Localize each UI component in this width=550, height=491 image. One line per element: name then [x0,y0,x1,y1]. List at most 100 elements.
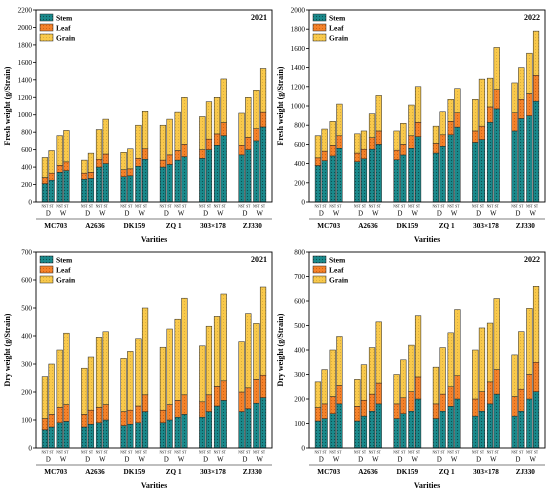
bar-segment-grain [87,356,95,411]
bar-segment-stem [174,416,181,449]
variety-label: DK159 [124,468,146,476]
bar-segment-stem [166,419,173,449]
bar-treatment-label: ST [362,205,367,209]
y-tick-label: 700 [21,249,32,257]
bar-treatment-label: ST [455,205,460,209]
bar-segment-grain [454,309,461,376]
legend-label: Leaf [56,266,71,275]
bar-treatment-label: ST [337,205,342,209]
group-label: D [164,211,169,218]
bar-segment-grain [141,110,149,150]
bar-treatment-label: ST [246,205,251,209]
bar-segment-leaf [360,148,368,160]
bar-treatment-label: ST [480,205,485,209]
bar-segment-leaf [135,158,142,167]
bar-segment-leaf [166,404,173,421]
bar-treatment-label: ST [246,451,251,455]
group-label: W [372,211,379,218]
y-tick-label: 800 [294,122,305,130]
bar-segment-grain [81,367,88,415]
bar-segment-stem [253,402,260,449]
bar-segment-grain [259,286,267,376]
group-label: W [99,211,106,218]
bar-segment-leaf [486,106,494,123]
bar-treatment-label: ST [168,205,173,209]
plot-frame [35,9,273,203]
bar-segment-leaf [393,149,400,161]
bar-segment-grain [253,323,260,380]
group-label: D [397,211,402,218]
variety-label: ZQ 1 [439,468,455,476]
bar-segment-leaf [478,391,486,412]
group-label: D [124,457,129,464]
bar-treatment-label: ST [143,451,148,455]
bar-segment-stem [393,418,400,449]
bar-segment-stem [454,126,461,203]
bar-segment-leaf [400,144,407,156]
bar-segment-stem [259,397,267,449]
bar-segment-stem [354,161,361,203]
group-label: W [490,211,497,218]
bar-segment-leaf [181,144,188,157]
y-axis-title: Fresh weight (g/Strain) [276,66,285,145]
bar-treatment-label: NST [393,451,401,455]
bar-treatment-label: ST [455,451,460,455]
bar-treatment-label: ST [534,451,539,455]
bar-segment-grain [439,347,446,395]
bar-segment-grain [63,130,70,163]
bar-segment-stem [41,429,49,449]
bar-segment-stem [360,415,368,449]
bar-segment-grain [253,90,260,129]
y-tick-label: 600 [294,141,305,149]
bar-segment-grain [375,95,382,132]
group-label: W [99,457,106,464]
bar-segment-leaf [127,409,134,425]
bar-segment-leaf [120,411,127,426]
group-label: W [529,457,536,464]
bar-segment-leaf [368,393,376,412]
bar-segment-grain [127,351,134,411]
bar-segment-leaf [400,397,407,414]
bar-treatment-label: ST [261,205,266,209]
bar-segment-grain [408,104,415,137]
bar-segment-grain [408,344,415,392]
bar-segment-leaf [166,154,173,165]
bar-segment-stem [447,406,454,449]
bar-segment-stem [532,391,540,449]
bar-treatment-label: NST [393,205,401,209]
bar-treatment-label: ST [441,205,446,209]
bar-segment-grain [447,99,454,122]
legend-swatch-stem [312,13,327,22]
y-axis-title: Dry weight (g/Strain) [276,313,285,386]
group-label: D [437,211,442,218]
bar-segment-leaf [447,121,454,136]
bar-segment-stem [408,411,415,449]
bar-treatment-label: ST [207,451,212,455]
bar-segment-leaf [205,138,213,150]
bar-segment-stem [159,422,167,449]
bar-segment-grain [102,331,109,405]
y-tick-label: 800 [294,249,305,257]
y-tick-label: 200 [294,179,305,187]
bar-segment-leaf [159,409,167,424]
y-tick-label: 1400 [18,76,33,84]
bar-segment-grain [414,86,422,123]
bar-segment-grain [63,332,70,405]
bar-segment-stem [439,411,446,449]
bar-segment-grain [414,315,422,378]
bar-segment-leaf [511,396,518,417]
bar-segment-stem [87,423,95,449]
bar-treatment-label: ST [64,451,69,455]
bar-segment-leaf [518,99,525,119]
bar-segment-grain [329,121,336,146]
bar-segment-stem [259,126,267,203]
variety-label: DK159 [124,222,146,230]
bar-treatment-label: ST [416,205,421,209]
bar-segment-stem [81,179,88,203]
group-label: D [397,457,402,464]
bar-segment-leaf [87,409,95,425]
group-label: D [242,457,247,464]
y-tick-label: 700 [294,273,305,281]
bar-segment-grain [135,338,142,407]
bar-segment-grain [95,129,103,160]
